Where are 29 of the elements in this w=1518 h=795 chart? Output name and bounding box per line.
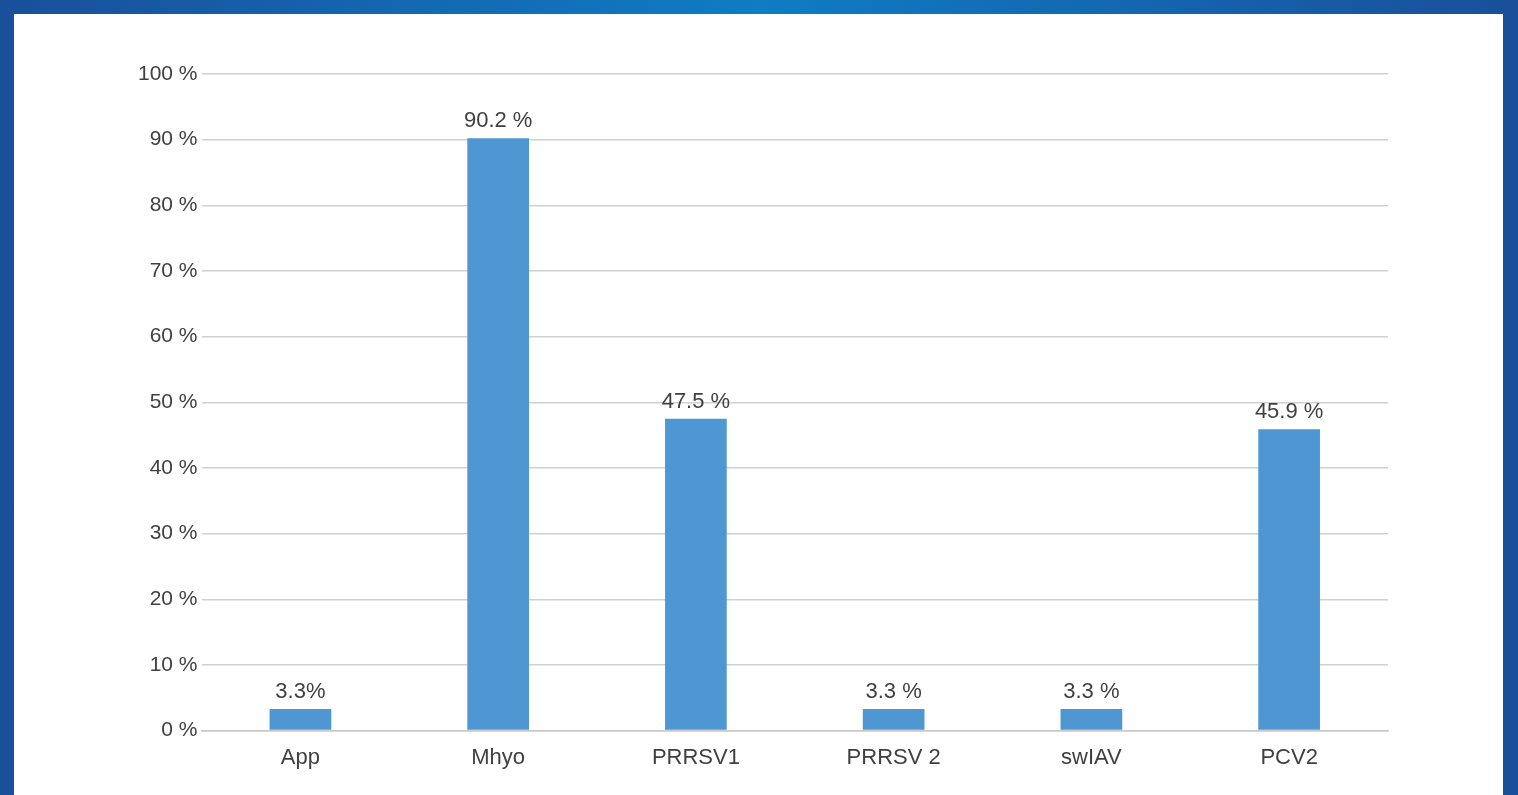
bar bbox=[1258, 429, 1320, 730]
y-tick-label: 50 % bbox=[149, 389, 198, 413]
y-tick-label: 40 % bbox=[149, 454, 198, 478]
y-tick-label: 90 % bbox=[149, 126, 198, 150]
x-tick-label: PRRSV1 bbox=[651, 743, 740, 769]
y-tick-label: 80 % bbox=[149, 192, 198, 216]
data-label: 47.5 % bbox=[661, 387, 731, 413]
x-tick-label: Mhyo bbox=[471, 743, 526, 769]
x-tick-label: PRRSV 2 bbox=[846, 743, 941, 769]
bar bbox=[1060, 708, 1123, 730]
data-label: 3.3% bbox=[275, 677, 326, 703]
y-tick-label: 70 % bbox=[149, 257, 198, 281]
y-tick-label: 100 % bbox=[138, 60, 198, 84]
bar bbox=[467, 138, 530, 730]
y-tick-label: 10 % bbox=[149, 651, 198, 675]
data-label: 3.3 % bbox=[1063, 677, 1120, 703]
y-tick-label: 20 % bbox=[149, 586, 198, 610]
y-tick-label: 0 % bbox=[161, 717, 198, 741]
y-tick-label: 60 % bbox=[149, 323, 198, 347]
data-label: 90.2 % bbox=[463, 107, 533, 133]
bar bbox=[862, 708, 925, 730]
data-label: 45.9 % bbox=[1254, 398, 1324, 424]
x-tick-label: App bbox=[280, 743, 320, 769]
y-tick-label: 30 % bbox=[149, 520, 198, 544]
bar bbox=[269, 708, 332, 730]
bar bbox=[665, 418, 727, 730]
x-tick-label: PCV2 bbox=[1260, 743, 1318, 769]
data-label: 3.3 % bbox=[865, 677, 922, 703]
x-tick-label: swIAV bbox=[1061, 743, 1123, 769]
